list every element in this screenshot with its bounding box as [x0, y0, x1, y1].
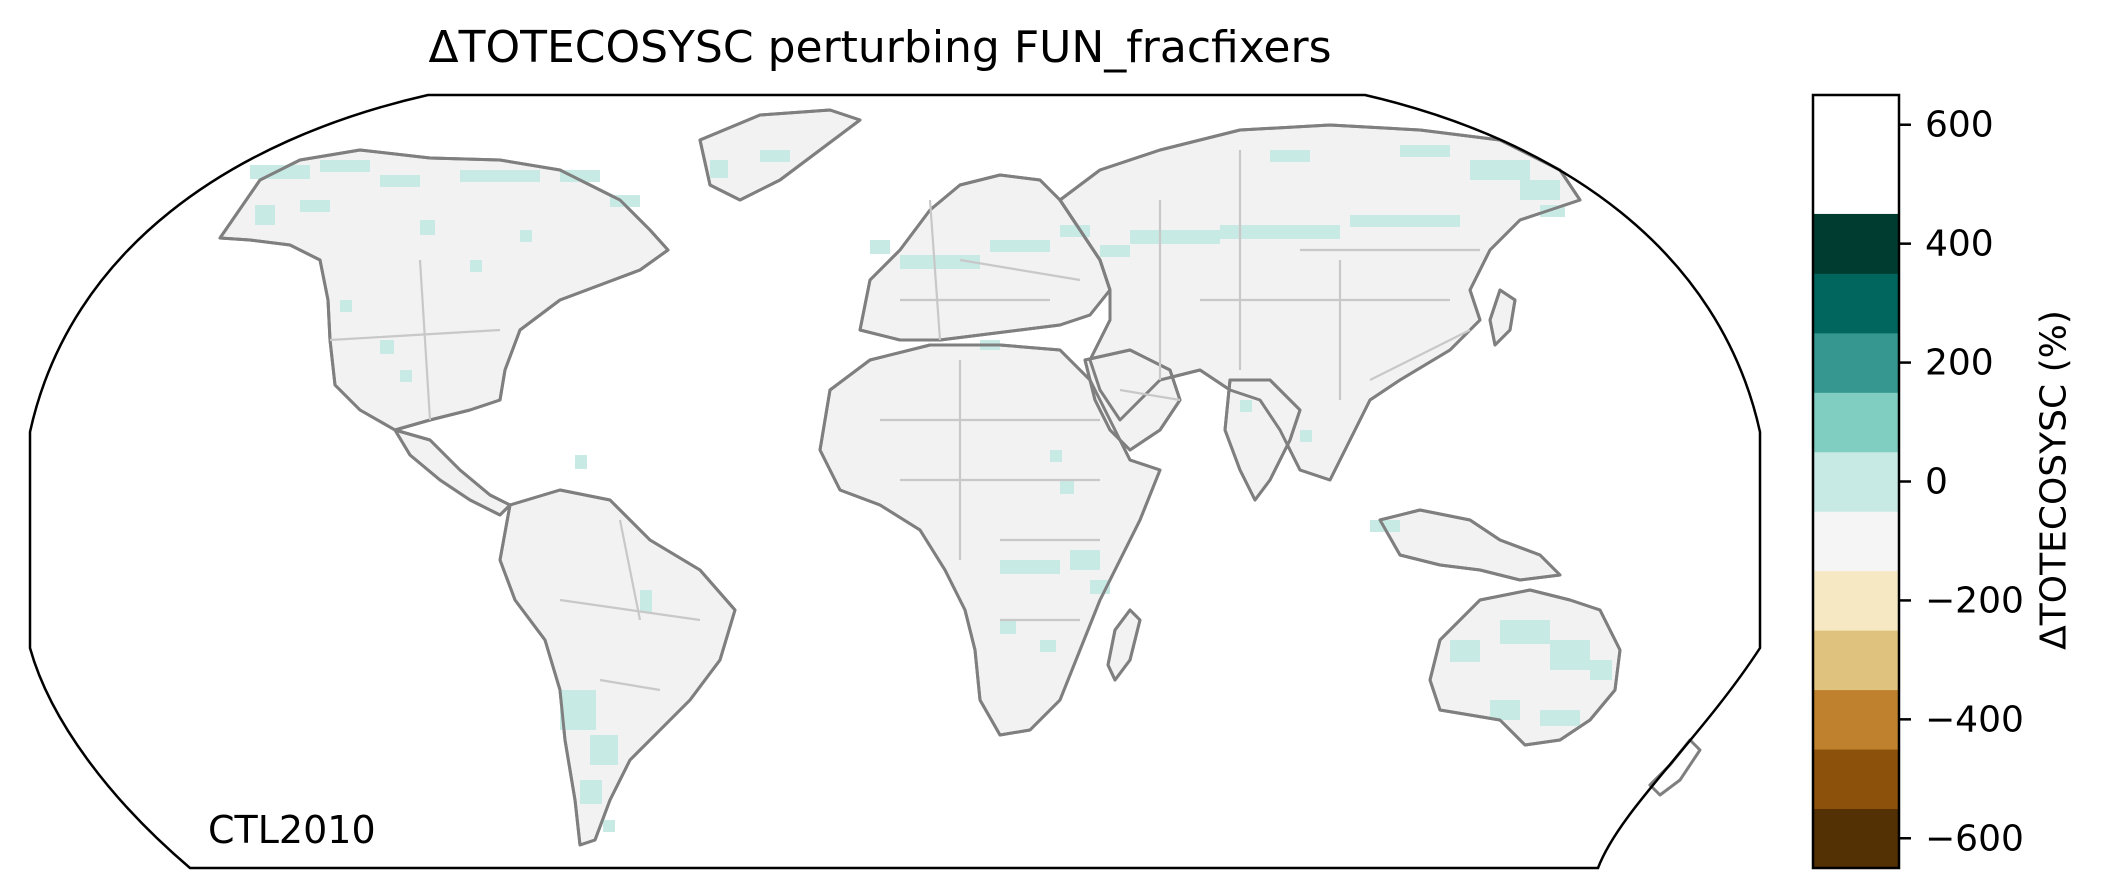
highlight-patch [400, 370, 412, 382]
highlight-patch [580, 780, 602, 804]
colorbar-bin [1813, 273, 1899, 334]
highlight-patch [340, 300, 352, 312]
greenland-coastline [698, 108, 862, 202]
highlight-patch [990, 240, 1050, 252]
highlight-patch [575, 455, 587, 469]
highlight-patch [1040, 640, 1056, 652]
colorbar-tick-label: 400 [1925, 224, 1994, 265]
africa-coastline [818, 343, 1162, 737]
asia-coastline [1058, 123, 1582, 482]
colorbar-bin [1813, 332, 1899, 393]
highlight-patch [1550, 640, 1590, 670]
highlight-patch [1350, 215, 1460, 227]
india-coastline [1223, 378, 1302, 502]
highlight-patch [603, 820, 615, 832]
highlight-patch [640, 590, 652, 612]
highlight-patch [1070, 550, 1100, 570]
globe-outline [28, 93, 1762, 870]
central-america-coastline [393, 428, 512, 517]
highlight-patch [1130, 230, 1220, 244]
map-content [218, 108, 1702, 847]
highlight-patch [250, 165, 310, 179]
central-america [393, 428, 512, 517]
highlight-patch [1000, 560, 1060, 574]
colorbar-bin [1813, 511, 1899, 572]
highlight-patch [560, 690, 596, 730]
colorbar-label: ΔTOTECOSYSC (%) [2033, 310, 2075, 650]
highlight-patch [380, 340, 394, 354]
colorbar-bin [1813, 451, 1899, 512]
highlight-patch [1300, 430, 1312, 442]
colorbar-tick-label: −600 [1925, 818, 2024, 859]
japan-coastline [1488, 288, 1517, 347]
highlight-patch [1270, 150, 1310, 162]
new-zealand [1648, 738, 1702, 797]
highlight-patch [1050, 450, 1062, 462]
country-borders [329, 150, 1480, 692]
highlight-patch [1540, 710, 1580, 726]
highlight-patch [255, 205, 275, 225]
colorbar-tick-label: −400 [1925, 699, 2024, 740]
southeast-asia-islands-coastline [1378, 508, 1562, 582]
north-america-coastline [218, 148, 670, 432]
highlight-patch [1400, 145, 1450, 157]
highlight-patch [1590, 660, 1612, 680]
south-america-coastline [498, 488, 737, 847]
highlight-patch [1470, 160, 1530, 180]
highlight-patch [710, 160, 728, 178]
colorbar-bin [1813, 630, 1899, 691]
highlight-patch [380, 175, 420, 187]
highlight-patch [1240, 400, 1252, 412]
map-title: ΔTOTECOSYSC perturbing FUN_fracfixers [428, 22, 1332, 73]
highlight-patch [300, 200, 330, 212]
highlight-patch [470, 260, 482, 272]
highlight-patch [1000, 620, 1016, 634]
highlight-patches [250, 145, 1612, 832]
highlight-patch [420, 220, 435, 235]
colorbar-bin [1813, 749, 1899, 810]
highlight-patch [1060, 480, 1074, 494]
colorbar-bin [1813, 392, 1899, 453]
highlight-patch [1520, 180, 1560, 200]
new-zealand-coastline [1648, 738, 1702, 797]
panel-label: CTL2010 [208, 808, 376, 852]
colorbar-bin [1813, 808, 1899, 869]
colorbar-tick-label: 0 [1925, 462, 1948, 503]
highlight-patch [320, 160, 370, 172]
highlight-patch [1100, 245, 1130, 257]
highlight-patch [1450, 640, 1480, 662]
highlight-patch [760, 150, 790, 162]
highlight-patch [1490, 700, 1520, 720]
colorbar: 600 400 200 0 −200 −400 −600 [1811, 93, 2024, 870]
highlight-patch [1060, 225, 1090, 237]
highlight-patch [520, 230, 532, 242]
highlight-patch [590, 735, 618, 765]
highlight-patch [1220, 225, 1340, 239]
highlight-patch [900, 255, 980, 269]
colorbar-tick-label: 200 [1925, 343, 1994, 384]
colorbar-bin [1813, 689, 1899, 750]
colorbar-tick-label: 600 [1925, 105, 1994, 146]
highlight-patch [460, 170, 540, 182]
south-america [498, 488, 737, 847]
highlight-patch [560, 170, 600, 182]
madagascar-coastline [1106, 608, 1142, 682]
highlight-patch [1500, 620, 1550, 644]
colorbar-bin [1813, 213, 1899, 274]
colorbar-tick-label: −200 [1925, 580, 2024, 621]
arabian-peninsula-coastline [1083, 348, 1182, 452]
colorbar-bin [1813, 570, 1899, 631]
highlight-patch [870, 240, 890, 254]
australia-coastline [1428, 588, 1622, 747]
